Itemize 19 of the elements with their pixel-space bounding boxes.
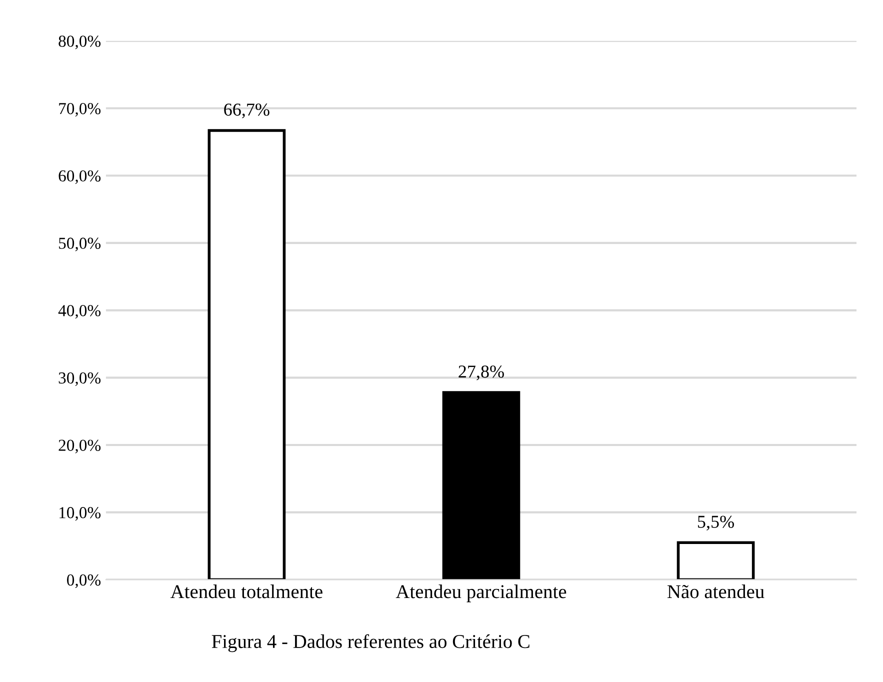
y-tick-label: 60,0% (58, 170, 101, 184)
bar (442, 391, 520, 580)
y-tick-label: 30,0% (58, 372, 101, 386)
x-tick-label: Atendeu parcialmente (396, 584, 566, 602)
x-tick-label: Não atendeu (667, 584, 764, 598)
y-tick-label: 40,0% (58, 305, 101, 319)
data-label: 27,8% (458, 366, 504, 380)
bar (676, 541, 755, 580)
y-tick-label: 70,0% (59, 102, 101, 117)
data-label: 66,7% (224, 104, 270, 118)
bar (208, 129, 286, 580)
text: Figura 4 - Dados referentes ao Critério C (212, 634, 530, 652)
x-tick-label: Atendeu totalmente (170, 584, 322, 598)
y-tick-label: 10,0% (60, 507, 101, 521)
y-tick-label: 50,0% (59, 238, 101, 252)
y-tick-label: 20,0% (58, 440, 101, 454)
data-label: 5,5% (698, 516, 734, 530)
y-tick-label: 0,0% (67, 574, 101, 588)
y-tick-label: 80,0% (58, 36, 101, 50)
